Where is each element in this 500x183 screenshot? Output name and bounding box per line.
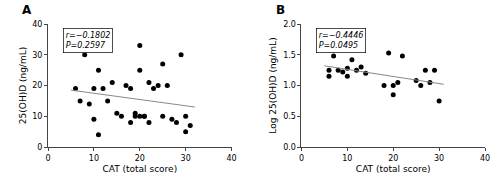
svg-text:30: 30	[181, 154, 191, 163]
svg-text:40: 40	[32, 20, 42, 29]
svg-text:0.0: 0.0	[283, 143, 296, 152]
svg-text:0: 0	[37, 143, 42, 152]
svg-text:1.0: 1.0	[283, 81, 296, 90]
svg-text:A: A	[22, 3, 32, 17]
svg-text:1.5: 1.5	[283, 51, 296, 60]
svg-text:10: 10	[89, 154, 99, 163]
svg-text:Log 25(OH)D (ng/mL): Log 25(OH)D (ng/mL)	[268, 37, 278, 133]
svg-text:0: 0	[299, 154, 304, 163]
svg-text:0: 0	[45, 154, 50, 163]
svg-text:30: 30	[434, 154, 444, 163]
svg-text:20: 20	[32, 81, 42, 90]
svg-text:0.5: 0.5	[283, 112, 296, 121]
svg-text:20: 20	[135, 154, 145, 163]
svg-text:r=−0.1802P=0.2597: r=−0.1802P=0.2597	[66, 31, 111, 50]
svg-text:r=−0.4446P=0.0495: r=−0.4446P=0.0495	[319, 31, 364, 50]
svg-text:30: 30	[32, 51, 42, 60]
svg-text:40: 40	[226, 154, 236, 163]
svg-text:CAT (total score): CAT (total score)	[102, 164, 177, 174]
svg-text:2.0: 2.0	[283, 20, 296, 29]
svg-text:10: 10	[32, 112, 42, 121]
svg-text:CAT (total score): CAT (total score)	[356, 164, 431, 174]
svg-text:25(OH)D (ng/mL): 25(OH)D (ng/mL)	[18, 47, 28, 124]
svg-text:B: B	[276, 3, 285, 17]
svg-text:20: 20	[388, 154, 398, 163]
svg-text:10: 10	[342, 154, 352, 163]
svg-text:40: 40	[480, 154, 490, 163]
